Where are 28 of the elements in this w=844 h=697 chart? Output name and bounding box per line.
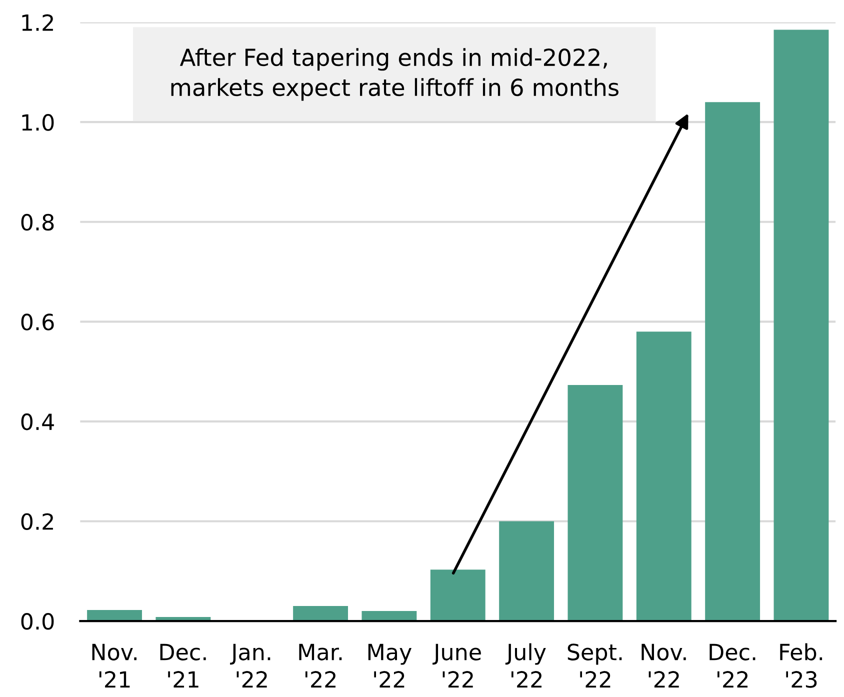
y-tick-label: 0.2 [21, 513, 53, 530]
bar [705, 102, 760, 622]
x-tick-label: Dec. '22 [710, 644, 756, 688]
bar [87, 610, 142, 622]
y-tick-label: 0.8 [21, 214, 54, 231]
x-tick-label: Dec. '21 [160, 644, 206, 688]
bar [636, 332, 692, 622]
x-tick-label: Mar. '22 [299, 644, 342, 688]
bar [499, 521, 554, 622]
y-tick-label: 0.0 [21, 612, 54, 630]
bar [362, 611, 417, 622]
x-tick-label: May '22 [368, 644, 412, 688]
bar [568, 385, 623, 622]
bar [293, 606, 348, 622]
bar [774, 30, 829, 622]
x-tick-label: July '22 [505, 643, 546, 688]
x-tick-label: Nov. '22 [642, 644, 686, 688]
x-tick-label: June '22 [432, 644, 481, 688]
y-tick-label: 1.2 [22, 14, 53, 31]
y-tick-label: 0.6 [21, 314, 54, 330]
y-tick-label: 0.4 [21, 413, 54, 430]
x-tick-label: Nov. '21 [92, 644, 136, 688]
x-tick-label: Feb. '23 [780, 643, 822, 688]
annotation: After Fed tapering ends in mid-2022, markets expect rate liftoff in 6 months [171, 48, 618, 101]
y-tick-label: 1.0 [22, 114, 54, 131]
x-tick-label: Jan. '22 [230, 644, 270, 688]
x-tick-label: Sept. '22 [568, 644, 622, 688]
bar [430, 570, 486, 622]
